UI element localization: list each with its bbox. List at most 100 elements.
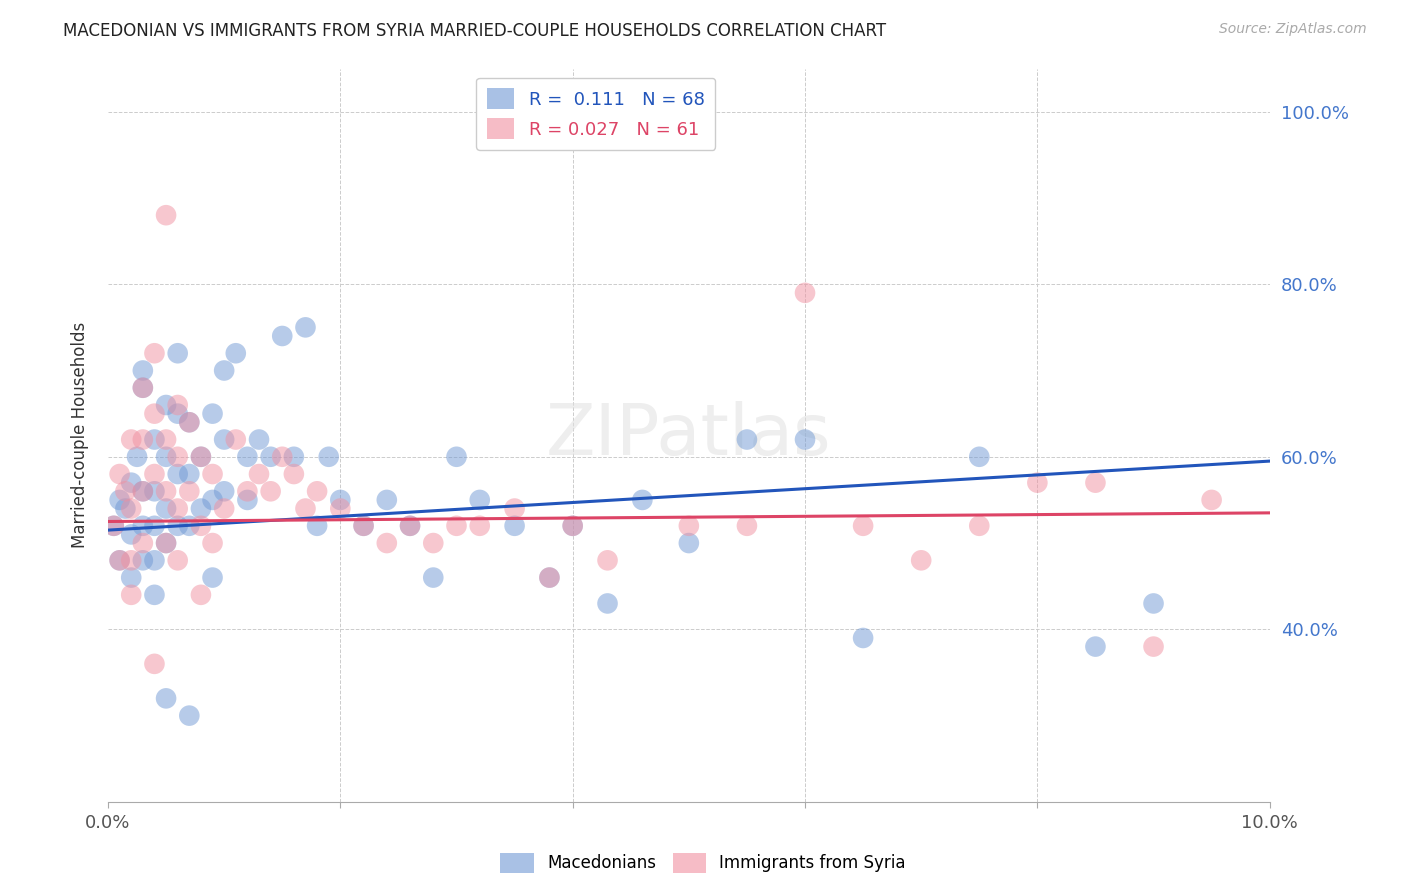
Point [503, 501, 526, 516]
Point [307, 484, 329, 499]
Point [179, 467, 201, 481]
Point [468, 492, 491, 507]
Point [329, 501, 352, 516]
Point [910, 553, 932, 567]
Point [155, 501, 177, 516]
Point [283, 467, 305, 481]
Point [190, 501, 212, 516]
Point [259, 484, 281, 499]
Point [247, 467, 270, 481]
Point [179, 518, 201, 533]
Point [132, 484, 155, 499]
Point [132, 381, 155, 395]
Point [132, 381, 155, 395]
Point [155, 536, 177, 550]
Point [596, 553, 619, 567]
Point [166, 398, 188, 412]
Point [212, 433, 235, 447]
Point [143, 407, 166, 421]
Point [318, 450, 340, 464]
Point [190, 588, 212, 602]
Point [190, 518, 212, 533]
Point [143, 433, 166, 447]
Point [166, 467, 188, 481]
Point [969, 518, 991, 533]
Point [236, 484, 259, 499]
Point [132, 433, 155, 447]
Point [103, 518, 125, 533]
Point [179, 708, 201, 723]
Point [307, 518, 329, 533]
Point [143, 553, 166, 567]
Point [166, 407, 188, 421]
Point [446, 450, 468, 464]
Point [125, 450, 148, 464]
Point [631, 492, 654, 507]
Point [179, 415, 201, 429]
Point [155, 450, 177, 464]
Point [201, 467, 224, 481]
Point [103, 518, 125, 533]
Point [236, 450, 259, 464]
Point [120, 475, 142, 490]
Point [236, 492, 259, 507]
Point [503, 518, 526, 533]
Point [446, 518, 468, 533]
Point [190, 450, 212, 464]
Point [155, 398, 177, 412]
Point [143, 657, 166, 671]
Point [1201, 492, 1223, 507]
Point [143, 588, 166, 602]
Point [294, 320, 316, 334]
Point [155, 691, 177, 706]
Point [212, 501, 235, 516]
Point [212, 363, 235, 377]
Point [271, 450, 294, 464]
Point [468, 518, 491, 533]
Point [155, 484, 177, 499]
Point [375, 536, 398, 550]
Point [375, 492, 398, 507]
Point [179, 415, 201, 429]
Point [225, 433, 247, 447]
Point [114, 484, 136, 499]
Point [1142, 640, 1164, 654]
Point [143, 518, 166, 533]
Point [120, 553, 142, 567]
Y-axis label: Married-couple Households: Married-couple Households [72, 322, 89, 549]
Point [201, 492, 224, 507]
Point [794, 285, 817, 300]
Point [120, 571, 142, 585]
Point [353, 518, 375, 533]
Point [678, 536, 700, 550]
Point [1084, 475, 1107, 490]
Point [155, 208, 177, 222]
Text: MACEDONIAN VS IMMIGRANTS FROM SYRIA MARRIED-COUPLE HOUSEHOLDS CORRELATION CHART: MACEDONIAN VS IMMIGRANTS FROM SYRIA MARR… [63, 22, 886, 40]
Point [247, 433, 270, 447]
Point [399, 518, 422, 533]
Point [108, 553, 131, 567]
Point [114, 501, 136, 516]
Point [166, 450, 188, 464]
Point [201, 571, 224, 585]
Point [155, 536, 177, 550]
Point [132, 536, 155, 550]
Point [166, 501, 188, 516]
Point [969, 450, 991, 464]
Point [143, 467, 166, 481]
Text: Source: ZipAtlas.com: Source: ZipAtlas.com [1219, 22, 1367, 37]
Point [735, 433, 758, 447]
Point [538, 571, 561, 585]
Point [108, 467, 131, 481]
Point [271, 329, 294, 343]
Point [1084, 640, 1107, 654]
Point [852, 518, 875, 533]
Legend: Macedonians, Immigrants from Syria: Macedonians, Immigrants from Syria [494, 847, 912, 880]
Point [120, 527, 142, 541]
Point [1142, 597, 1164, 611]
Point [143, 484, 166, 499]
Point [132, 553, 155, 567]
Point [120, 501, 142, 516]
Point [353, 518, 375, 533]
Point [225, 346, 247, 360]
